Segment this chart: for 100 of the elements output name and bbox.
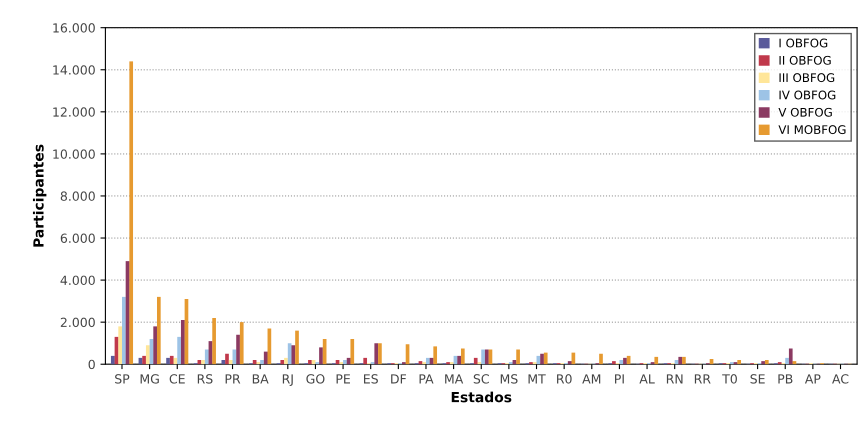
bar	[619, 360, 624, 364]
bar	[150, 338, 154, 364]
bar	[308, 360, 312, 364]
bar	[460, 348, 465, 364]
y-tick-label: 6.000	[60, 234, 95, 243]
bar	[264, 352, 268, 364]
bar	[346, 358, 350, 364]
bar	[678, 356, 682, 364]
bar	[280, 360, 284, 364]
bar	[184, 299, 188, 364]
x-tick-label: MG	[140, 374, 159, 384]
bar	[240, 322, 244, 364]
legend-label: VI MOBFOG	[778, 125, 846, 134]
y-tick-label: 12.000	[53, 107, 95, 117]
legend-label: V OBFOG	[778, 108, 832, 117]
bar	[572, 352, 576, 364]
bar	[544, 352, 548, 364]
x-tick-label: RR	[694, 374, 711, 384]
bar	[363, 358, 368, 364]
bar	[474, 358, 478, 364]
bar	[225, 354, 229, 364]
bar	[682, 356, 686, 364]
bar	[228, 360, 233, 364]
bar	[201, 360, 205, 364]
bar	[166, 358, 170, 364]
y-tick-label: 4.000	[60, 276, 95, 286]
x-tick-label: GO	[306, 374, 324, 384]
bar	[374, 343, 378, 364]
bar	[536, 356, 540, 364]
x-axis-title: Estados	[452, 392, 512, 402]
bar	[623, 358, 627, 364]
bar	[481, 350, 485, 364]
bar	[792, 361, 796, 364]
bar	[114, 336, 118, 364]
bar	[174, 358, 178, 364]
x-tick-label: AM	[582, 374, 600, 384]
bar	[221, 360, 226, 364]
bar	[343, 360, 347, 364]
bar	[764, 360, 769, 364]
legend-label: I OBFOG	[780, 38, 828, 48]
bar	[284, 358, 288, 364]
x-tick-label: AL	[639, 374, 655, 384]
y-tick-label: 14.000	[53, 65, 95, 75]
bar	[433, 346, 438, 364]
x-tick-label: RS	[198, 374, 213, 384]
bar	[626, 356, 630, 364]
bar	[406, 344, 410, 364]
bar	[418, 361, 422, 364]
bar	[350, 338, 354, 364]
bar	[785, 358, 789, 364]
bar	[378, 343, 382, 364]
bar	[212, 318, 216, 364]
bar	[488, 350, 492, 364]
x-tick-label: ES	[364, 374, 378, 384]
bar	[319, 347, 323, 364]
x-tick-label: DF	[391, 374, 406, 384]
bar	[788, 348, 793, 364]
bar	[260, 360, 264, 364]
bar	[737, 360, 742, 364]
x-tick-label: RJ	[282, 374, 293, 386]
bar	[180, 320, 185, 364]
bar	[146, 345, 150, 364]
bar	[118, 326, 122, 364]
bar	[654, 356, 658, 364]
bar	[291, 345, 296, 364]
y-axis-title: Participantes	[32, 144, 46, 247]
y-tick-label: 8.000	[60, 191, 95, 201]
bar	[512, 360, 516, 364]
bar	[198, 360, 202, 364]
legend-label: III OBFOG	[780, 73, 834, 82]
bar	[430, 358, 434, 364]
bar	[204, 350, 209, 364]
bar	[177, 336, 181, 364]
bar	[156, 296, 161, 364]
x-tick-label: R0	[557, 374, 572, 384]
x-tick-label: MT	[528, 374, 546, 384]
bar	[484, 350, 489, 364]
bar	[122, 296, 126, 364]
x-tick-label: MA	[445, 374, 464, 384]
legend-label: IV OBFOG	[780, 90, 836, 100]
bar	[138, 358, 142, 364]
y-tick-label: 0	[88, 360, 95, 370]
bar	[142, 356, 146, 364]
bar	[457, 356, 461, 364]
bar	[674, 360, 678, 364]
x-tick-label: SE	[750, 374, 765, 384]
x-tick-label: SP	[115, 374, 130, 384]
x-tick-label: BA	[252, 374, 269, 384]
x-tick-label: T0	[722, 374, 737, 384]
bar	[336, 360, 340, 364]
bar	[232, 350, 236, 364]
bar	[295, 330, 299, 364]
bar	[208, 341, 212, 364]
bar	[426, 358, 430, 364]
x-tick-label: AC	[832, 374, 848, 384]
x-tick-label: SC	[474, 374, 489, 384]
x-tick-label: MS	[500, 374, 518, 384]
bar	[454, 356, 458, 364]
bar	[236, 334, 240, 364]
bar	[268, 328, 272, 364]
